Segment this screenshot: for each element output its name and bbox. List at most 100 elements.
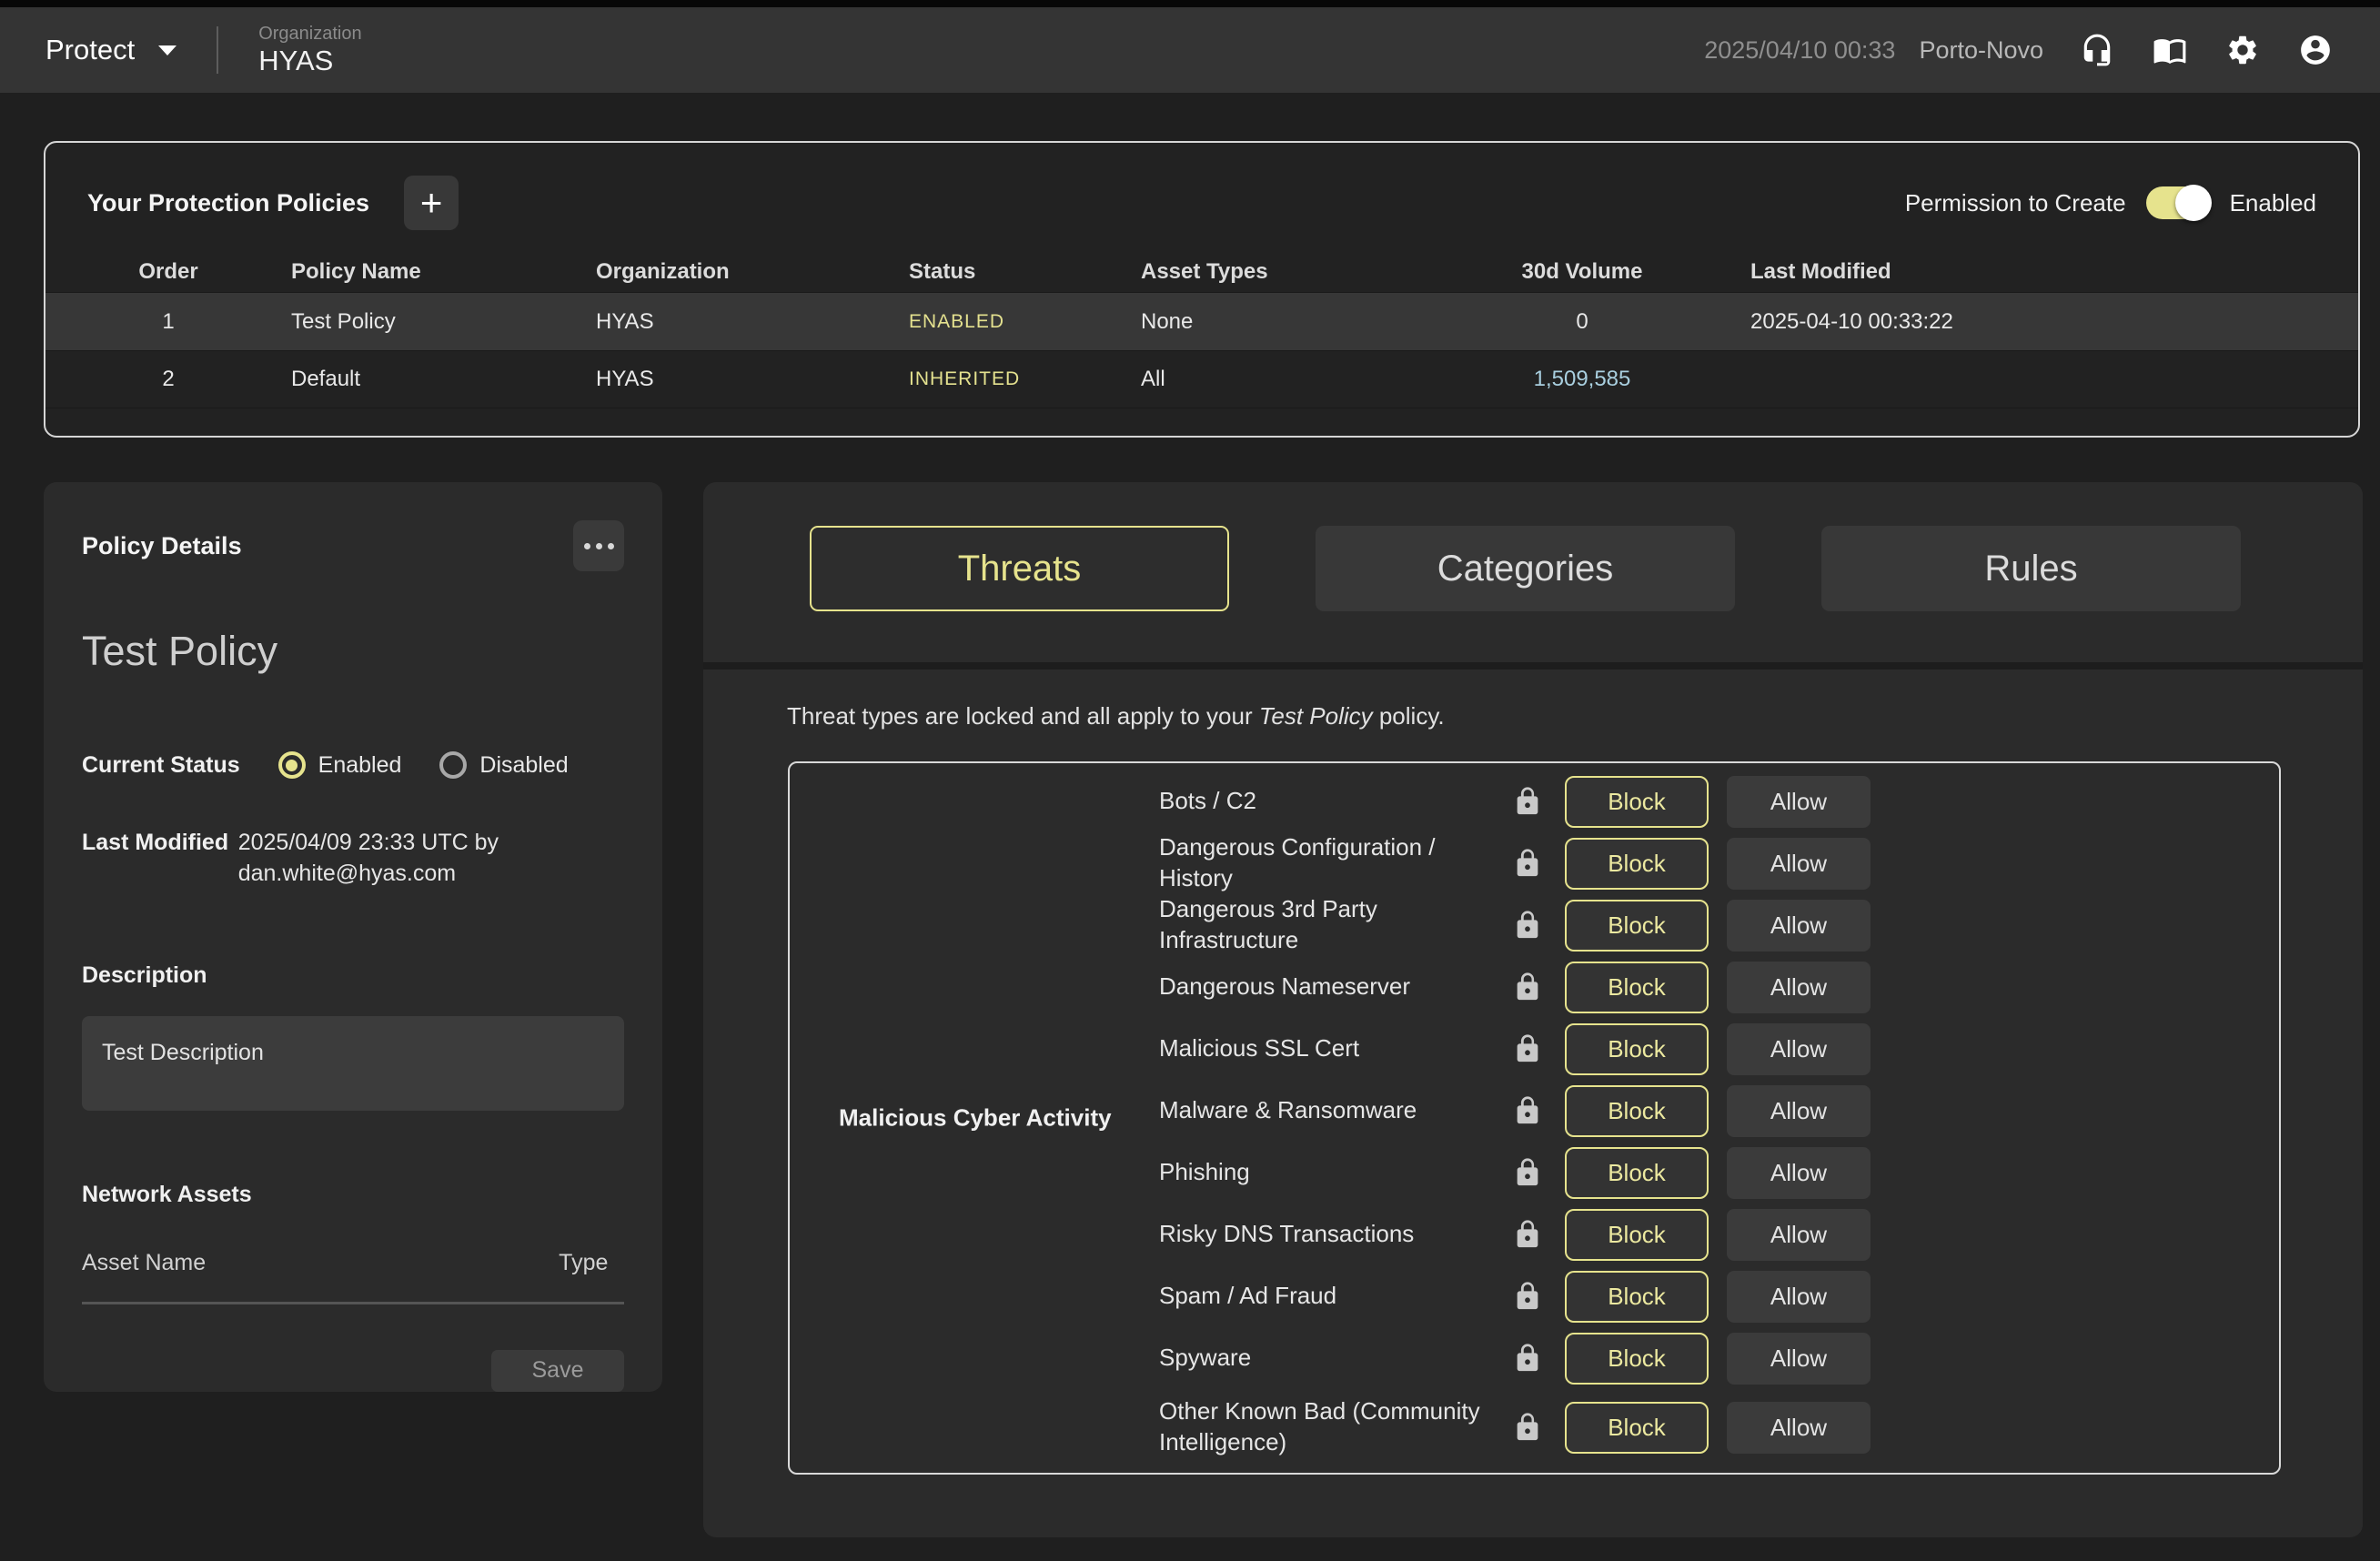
- block-button[interactable]: Block: [1565, 1146, 1709, 1199]
- threat-name: Dangerous 3rd Party Infrastructure: [1159, 895, 1377, 953]
- column-organization: Organization: [596, 259, 730, 284]
- status-radio-enabled[interactable]: Enabled: [277, 751, 401, 779]
- threat-row: Dangerous 3rd Party Infrastructure Block…: [1159, 894, 2279, 956]
- threat-name: Spam / Ad Fraud: [1159, 1282, 1337, 1310]
- lock-icon: [1512, 1033, 1543, 1064]
- policy-asset-types: None: [1141, 308, 1194, 334]
- radio-selected-icon: [277, 751, 306, 779]
- block-button[interactable]: Block: [1565, 837, 1709, 890]
- editor-tab[interactable]: Threats: [810, 526, 1229, 611]
- book-icon[interactable]: [2151, 31, 2189, 69]
- lock-icon: [1512, 786, 1543, 817]
- lock-icon: [1512, 1343, 1543, 1374]
- allow-button[interactable]: Allow: [1727, 1270, 1871, 1323]
- block-button[interactable]: Block: [1565, 1084, 1709, 1137]
- type-column-label: Type: [559, 1249, 609, 1275]
- description-textarea[interactable]: Test Description: [82, 1015, 624, 1111]
- app-menu-label: Protect: [45, 34, 136, 65]
- add-policy-button[interactable]: +: [404, 176, 459, 230]
- threat-name: Malware & Ransomware: [1159, 1096, 1417, 1124]
- current-datetime: 2025/04/10 00:33: [1704, 35, 1896, 64]
- topbar-divider: [217, 26, 219, 74]
- organization-label: Organization: [258, 23, 362, 44]
- lock-icon: [1512, 848, 1543, 879]
- policies-table-body: 1 Test Policy HYAS ENABLED None 0 2025-0…: [45, 292, 2358, 408]
- allow-button[interactable]: Allow: [1727, 1084, 1871, 1137]
- policy-options-menu-button[interactable]: [573, 520, 624, 571]
- threat-row: Malware & Ransomware Block Allow: [1159, 1080, 2279, 1142]
- editor-tab[interactable]: Rules: [1821, 526, 2241, 611]
- column-order: Order: [138, 259, 198, 284]
- block-button[interactable]: Block: [1565, 1401, 1709, 1454]
- asset-name-column-label: Asset Name: [82, 1249, 207, 1275]
- allow-button[interactable]: Allow: [1727, 1022, 1871, 1075]
- column-policy-name: Policy Name: [291, 259, 421, 284]
- lock-icon: [1512, 910, 1543, 941]
- lock-icon: [1512, 1412, 1543, 1443]
- permission-to-create-label: Permission to Create: [1904, 188, 2126, 217]
- permission-toggle[interactable]: [2145, 185, 2212, 221]
- policy-status-badge: ENABLED: [909, 310, 1005, 332]
- settings-gear-icon[interactable]: [2224, 31, 2262, 69]
- policy-30d-volume[interactable]: 0: [1576, 308, 1588, 334]
- lock-icon: [1512, 1219, 1543, 1250]
- allow-button[interactable]: Allow: [1727, 899, 1871, 952]
- policy-row[interactable]: 1 Test Policy HYAS ENABLED None 0 2025-0…: [45, 292, 2358, 350]
- threat-name: Other Known Bad (Community Intelligence): [1159, 1397, 1480, 1455]
- policies-table-header: Order Policy Name Organization Status As…: [45, 252, 2358, 292]
- permission-state-text: Enabled: [2229, 188, 2316, 217]
- lock-icon: [1512, 1157, 1543, 1188]
- editor-tabs: Threats Categories Rules: [703, 482, 2363, 611]
- editor-tab[interactable]: Categories: [1316, 526, 1735, 611]
- policy-name: Default: [291, 367, 361, 391]
- protection-policies-panel: Your Protection Policies + Permission to…: [44, 141, 2360, 438]
- threat-row: Dangerous Nameserver Block Allow: [1159, 956, 2279, 1018]
- threats-card: Malicious Cyber Activity Bots / C2 Block…: [788, 761, 2281, 1475]
- ellipsis-dots-icon: [583, 542, 590, 549]
- allow-button[interactable]: Allow: [1727, 775, 1871, 828]
- policy-order: 1: [162, 308, 175, 334]
- description-label: Description: [82, 962, 207, 988]
- caret-down-icon: [158, 45, 177, 55]
- allow-button[interactable]: Allow: [1727, 1146, 1871, 1199]
- block-button[interactable]: Block: [1565, 961, 1709, 1013]
- radio-unselected-icon: [439, 751, 468, 779]
- block-button[interactable]: Block: [1565, 1332, 1709, 1385]
- allow-button[interactable]: Allow: [1727, 1208, 1871, 1261]
- lock-icon: [1512, 1281, 1543, 1312]
- policy-name-heading: Test Policy: [82, 628, 278, 674]
- status-radio-disabled[interactable]: Disabled: [439, 751, 569, 779]
- network-assets-label: Network Assets: [82, 1181, 252, 1207]
- policy-order: 2: [162, 367, 175, 391]
- block-button[interactable]: Block: [1565, 1208, 1709, 1261]
- allow-button[interactable]: Allow: [1727, 837, 1871, 890]
- current-status-label: Current Status: [82, 751, 240, 778]
- column-last-modified: Last Modified: [1750, 259, 1891, 284]
- column-30d-volume: 30d Volume: [1521, 259, 1643, 284]
- save-button[interactable]: Save: [491, 1349, 624, 1392]
- current-location: Porto-Novo: [1919, 35, 2043, 64]
- policy-30d-volume[interactable]: 1,509,585: [1533, 367, 1631, 391]
- block-button[interactable]: Block: [1565, 775, 1709, 828]
- allow-button[interactable]: Allow: [1727, 1401, 1871, 1454]
- threat-name: Dangerous Configuration / History: [1159, 833, 1436, 891]
- lock-icon: [1512, 972, 1543, 1002]
- policy-row[interactable]: 2 Default HYAS INHERITED All 1,509,585: [45, 350, 2358, 408]
- block-button[interactable]: Block: [1565, 1270, 1709, 1323]
- top-edge-strip: [0, 0, 2380, 7]
- last-modified-label: Last Modified: [82, 830, 229, 855]
- allow-button[interactable]: Allow: [1727, 1332, 1871, 1385]
- block-button[interactable]: Block: [1565, 1022, 1709, 1075]
- top-bar: Protect Organization HYAS 2025/04/10 00:…: [0, 7, 2380, 93]
- allow-button[interactable]: Allow: [1727, 961, 1871, 1013]
- lock-icon: [1512, 1095, 1543, 1126]
- last-modified-value: 2025/04/09 23:33 UTC by dan.white@hyas.c…: [237, 830, 499, 886]
- threat-name: Risky DNS Transactions: [1159, 1220, 1415, 1248]
- threat-row: Dangerous Configuration / History Block …: [1159, 832, 2279, 894]
- headset-icon[interactable]: [2078, 31, 2116, 69]
- policy-details-title: Policy Details: [82, 531, 242, 559]
- threat-name: Phishing: [1159, 1158, 1250, 1186]
- account-icon[interactable]: [2296, 31, 2335, 69]
- block-button[interactable]: Block: [1565, 899, 1709, 952]
- app-menu-protect[interactable]: Protect: [45, 34, 177, 66]
